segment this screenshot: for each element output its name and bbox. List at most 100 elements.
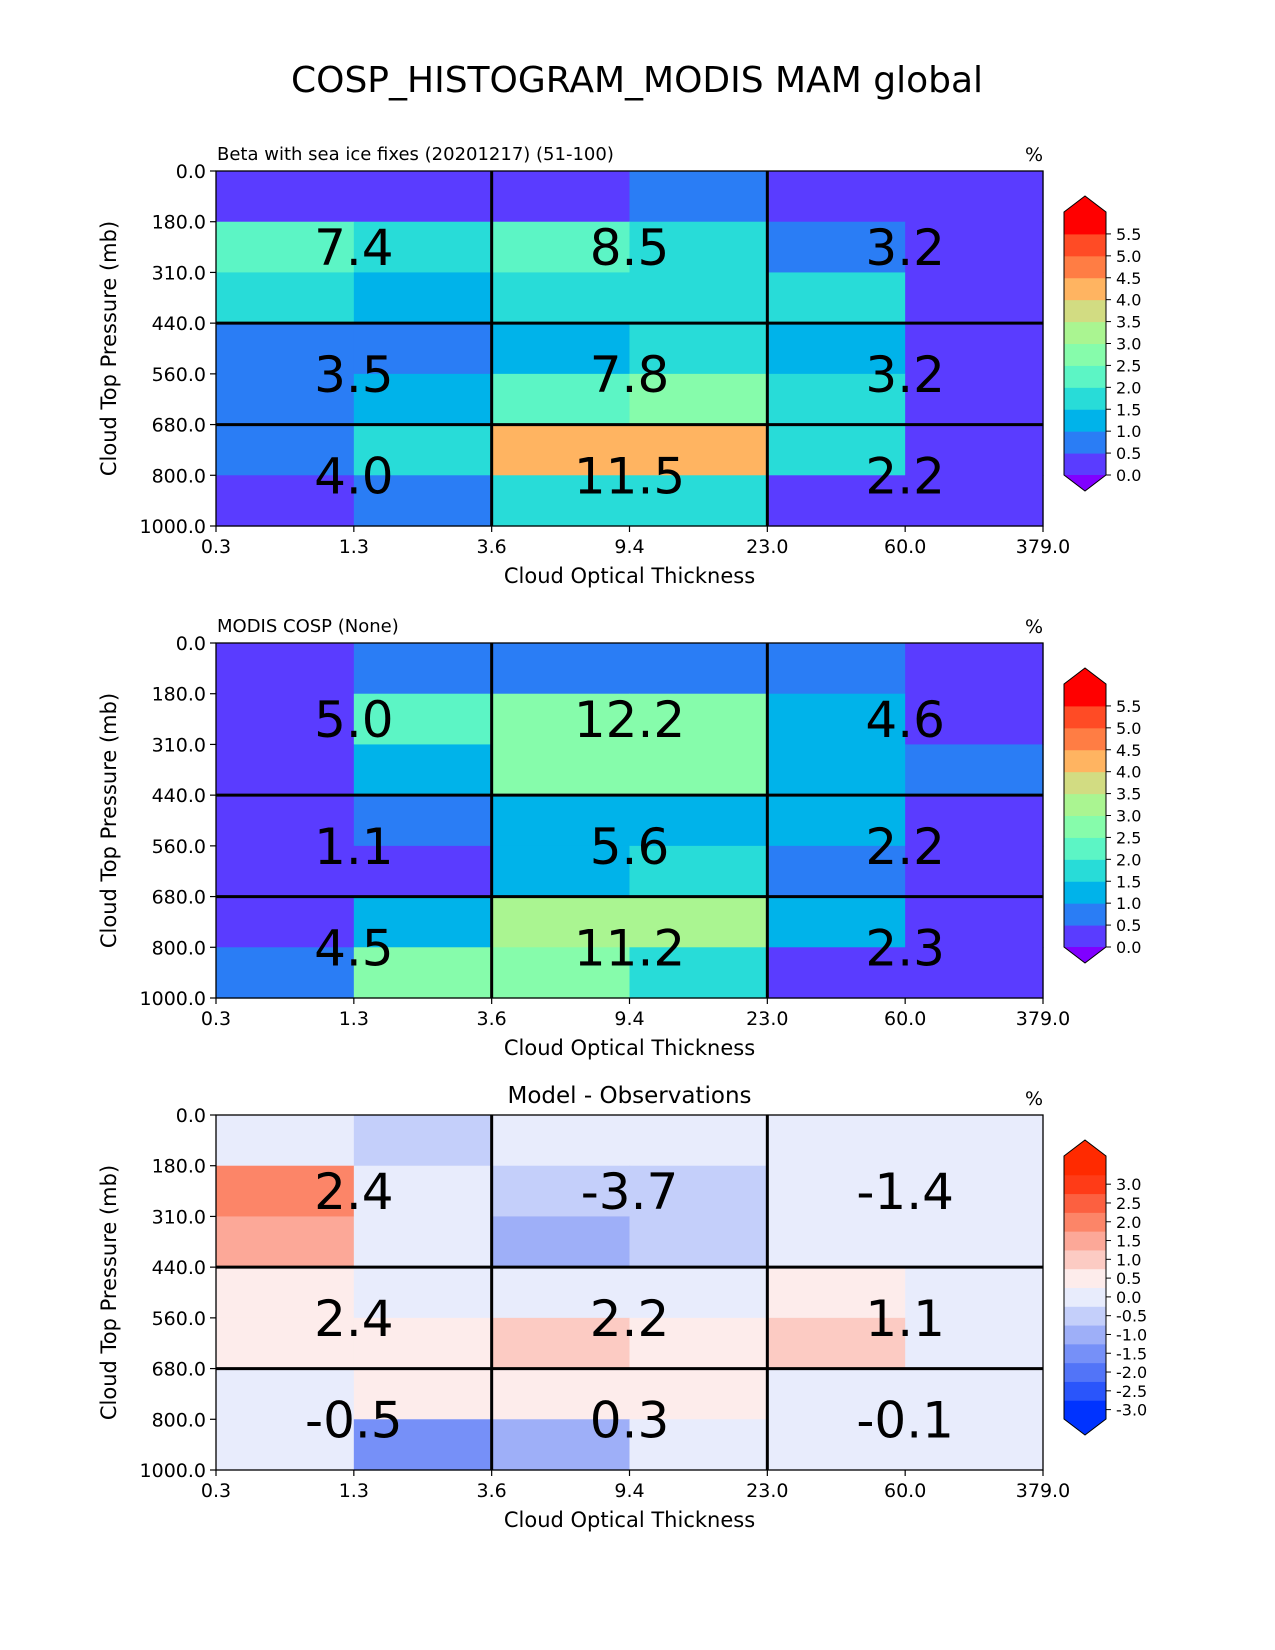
colorbar-over-extension (1064, 668, 1106, 684)
colorbar-tick-label: 5.5 (1116, 225, 1141, 244)
y-tick-label: 560.0 (152, 364, 206, 386)
heatmap-cell (353, 947, 493, 999)
heatmap-cell (491, 171, 631, 223)
colorbar-segment (1064, 1400, 1106, 1420)
colorbar-segment (1064, 749, 1106, 773)
heatmap-cell (353, 221, 493, 274)
colorbar-tick-label: 3.5 (1116, 313, 1141, 332)
group-value-label: 2.2 (865, 447, 945, 505)
colorbar-tick-label: 1.0 (1116, 894, 1141, 913)
colorbar-tick-label: -3.0 (1116, 1401, 1147, 1420)
heatmap-cell (216, 693, 355, 746)
colorbar-segment (1064, 1174, 1106, 1195)
colorbar-segment (1064, 771, 1106, 795)
y-tick-label: 180.0 (152, 684, 206, 706)
heatmap-cell (767, 1267, 906, 1319)
heatmap-cell (767, 1115, 906, 1167)
heatmap-cell (767, 744, 906, 796)
y-tick-label: 1000.0 (140, 1460, 206, 1482)
heatmap-cell (491, 1115, 631, 1167)
heatmap-cell (767, 795, 906, 847)
heatmap-cell (353, 1267, 493, 1319)
colorbar-segment (1064, 1362, 1106, 1382)
units-label: % (1025, 1088, 1043, 1110)
colorbar-tick-label: 2.5 (1116, 828, 1141, 847)
panel-difference: Model - Observations % 0.3 1.3 3.6 9.4 23.0 60.… (97, 1083, 1147, 1532)
colorbar-tick-label: 3.0 (1116, 335, 1141, 354)
heatmap-cell (905, 1165, 1044, 1218)
heatmap-cell (216, 795, 355, 847)
heatmap-cell (767, 1368, 906, 1420)
colorbar-tick-label: 1.5 (1116, 1232, 1141, 1251)
panel-title: Model - Observations (507, 1083, 751, 1109)
colorbar-segment (1064, 255, 1106, 279)
colorbar-segment (1064, 859, 1106, 882)
colorbar-tick-label: 5.0 (1116, 719, 1141, 738)
group-value-label: 4.6 (865, 691, 945, 749)
colorbar-tick-label: 0.0 (1116, 466, 1141, 485)
colorbar-tick-label: 4.0 (1116, 291, 1141, 310)
heatmap-cell (905, 1317, 1044, 1370)
heatmap-cell (491, 1368, 631, 1420)
heatmap-cell (629, 1165, 768, 1218)
colorbar-segment (1064, 881, 1106, 904)
heatmap-cell (629, 424, 768, 476)
heatmap-cell (767, 272, 906, 324)
heatmap-cell (629, 795, 768, 847)
x-axis-label: Cloud Optical Thickness (504, 1036, 755, 1060)
units-label: % (1025, 144, 1043, 166)
heatmap-cell (216, 1165, 355, 1218)
heatmap-cell (767, 1216, 906, 1268)
group-value-label: 4.5 (314, 919, 394, 977)
group-value-label: -1.4 (856, 1163, 954, 1221)
x-tick-label: 1.3 (339, 1008, 369, 1030)
heatmap-cell (216, 1115, 355, 1167)
heatmap-cell (216, 1216, 355, 1268)
x-tick-label: 60.0 (884, 1480, 926, 1502)
colorbar-tick-label: 3.0 (1116, 1175, 1141, 1194)
colorbar-segment (1064, 321, 1106, 344)
colorbar-segment (1064, 1268, 1106, 1288)
group-value-label: 5.6 (590, 818, 670, 876)
x-tick-label: 3.6 (477, 1480, 507, 1502)
heatmap-cell (905, 693, 1044, 746)
heatmap-cell (905, 424, 1044, 476)
heatmap-cell (905, 475, 1044, 527)
colorbar-segment (1064, 925, 1106, 948)
x-tick-label: 0.3 (201, 1008, 231, 1030)
heatmap-cell (905, 795, 1044, 847)
colorbar-tick-label: 0.0 (1116, 1288, 1141, 1307)
heatmap-cell (629, 272, 768, 324)
heatmap-cell (629, 221, 768, 274)
colorbar-segment (1064, 815, 1106, 838)
heatmap-cell (629, 373, 768, 426)
group-value-label: -0.1 (856, 1391, 954, 1449)
colorbar-over-extension (1064, 196, 1106, 212)
y-tick-label: 1000.0 (140, 516, 206, 538)
group-value-label: -0.5 (305, 1391, 403, 1449)
colorbar-segment (1064, 1212, 1106, 1232)
x-tick-label: 1.3 (339, 536, 369, 558)
heatmap-cell (353, 171, 493, 223)
heatmap-cell (491, 424, 631, 476)
heatmap-cell (905, 221, 1044, 274)
colorbar-segment (1064, 1381, 1106, 1401)
heatmap-cell (767, 221, 906, 274)
colorbar-under-extension (1064, 947, 1106, 963)
heatmap-cell (491, 1317, 631, 1370)
heatmap-cell (905, 1115, 1044, 1167)
colorbar-tick-label: 1.0 (1116, 1250, 1141, 1269)
colorbar-tick-label: -1.5 (1116, 1344, 1147, 1363)
heatmap-cell (629, 1267, 768, 1319)
y-tick-label: 310.0 (152, 1206, 206, 1228)
heatmap-cell (353, 795, 493, 847)
group-value-label: -3.7 (581, 1163, 679, 1221)
colorbar-tick-label: 0.5 (1116, 1269, 1141, 1288)
y-tick-label: 560.0 (152, 1308, 206, 1330)
heatmap-cell (905, 272, 1044, 324)
group-value-label: 1.1 (865, 1290, 945, 1348)
x-tick-label: 1.3 (339, 1480, 369, 1502)
group-value-label: 2.2 (590, 1290, 670, 1348)
group-value-label: 4.0 (314, 447, 394, 505)
heatmap-cell (353, 424, 493, 476)
